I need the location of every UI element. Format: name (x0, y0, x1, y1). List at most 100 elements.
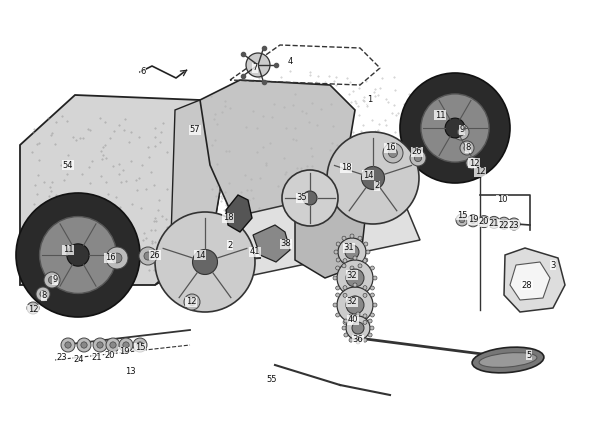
Circle shape (123, 342, 129, 348)
Circle shape (358, 236, 362, 240)
Text: 24: 24 (74, 355, 84, 365)
Circle shape (371, 293, 374, 297)
Text: 12: 12 (28, 306, 38, 314)
Text: 3: 3 (551, 261, 556, 269)
Text: 13: 13 (125, 368, 136, 377)
Circle shape (343, 320, 347, 324)
Circle shape (368, 333, 372, 337)
Circle shape (470, 218, 476, 223)
Polygon shape (253, 225, 290, 262)
Ellipse shape (472, 347, 544, 373)
Circle shape (464, 145, 470, 151)
Circle shape (343, 293, 347, 297)
Text: 26: 26 (411, 148, 422, 156)
Text: 21: 21 (489, 220, 499, 229)
Circle shape (139, 247, 157, 265)
Text: 41: 41 (250, 248, 260, 256)
Circle shape (346, 269, 364, 287)
Text: 12: 12 (186, 297, 197, 307)
Circle shape (97, 342, 103, 348)
Text: 11: 11 (63, 246, 73, 255)
Circle shape (30, 305, 36, 311)
Circle shape (460, 141, 474, 155)
Circle shape (40, 216, 117, 294)
Circle shape (342, 264, 346, 268)
Text: 15: 15 (457, 210, 467, 220)
Circle shape (61, 338, 75, 352)
Circle shape (491, 220, 497, 225)
Circle shape (184, 294, 200, 310)
Circle shape (410, 150, 426, 166)
Circle shape (350, 234, 354, 238)
Circle shape (366, 250, 370, 254)
Circle shape (337, 260, 373, 296)
Circle shape (67, 244, 89, 266)
Circle shape (511, 221, 517, 227)
Circle shape (112, 253, 122, 263)
Circle shape (353, 323, 357, 327)
Text: 9: 9 (459, 126, 465, 135)
Text: 14: 14 (195, 251, 205, 259)
Text: 18: 18 (223, 213, 233, 223)
Text: 40: 40 (348, 316, 358, 324)
Circle shape (370, 326, 374, 330)
Circle shape (342, 236, 346, 240)
Circle shape (334, 250, 338, 254)
Circle shape (303, 191, 317, 205)
Circle shape (133, 338, 147, 352)
Circle shape (336, 293, 340, 297)
Circle shape (373, 276, 377, 280)
Text: 1: 1 (368, 96, 372, 104)
Text: 35: 35 (297, 194, 307, 203)
Text: 14: 14 (363, 171, 373, 180)
Text: 32: 32 (347, 271, 358, 279)
Circle shape (371, 266, 374, 270)
Circle shape (349, 338, 353, 342)
Text: 4: 4 (287, 58, 292, 67)
Text: 16: 16 (105, 253, 115, 262)
Circle shape (466, 157, 478, 169)
Circle shape (336, 266, 340, 270)
Text: 22: 22 (498, 220, 509, 229)
Text: 6: 6 (140, 68, 146, 77)
Polygon shape (200, 80, 355, 220)
Circle shape (373, 303, 377, 307)
Circle shape (345, 245, 359, 259)
Circle shape (371, 313, 374, 317)
Circle shape (333, 276, 337, 280)
Circle shape (110, 342, 116, 348)
Circle shape (336, 258, 340, 262)
Circle shape (342, 326, 346, 330)
Text: 9: 9 (52, 275, 57, 284)
Text: 15: 15 (135, 343, 145, 352)
Text: 21: 21 (92, 353, 102, 362)
Text: 16: 16 (385, 143, 395, 152)
Circle shape (414, 155, 422, 162)
Circle shape (349, 314, 353, 318)
Circle shape (469, 160, 475, 166)
Circle shape (453, 124, 469, 140)
Circle shape (368, 319, 372, 323)
Text: 28: 28 (522, 281, 532, 290)
Text: 2: 2 (374, 181, 379, 191)
Circle shape (346, 316, 370, 340)
Circle shape (508, 218, 520, 230)
Text: 19: 19 (119, 348, 129, 356)
Circle shape (363, 293, 367, 297)
Text: 18: 18 (340, 164, 351, 172)
Text: 55: 55 (267, 375, 277, 385)
Circle shape (363, 259, 367, 263)
Text: 12: 12 (475, 168, 485, 177)
Circle shape (353, 256, 357, 260)
Circle shape (456, 214, 468, 226)
Text: 11: 11 (435, 110, 445, 120)
Circle shape (478, 216, 490, 228)
Circle shape (16, 193, 140, 317)
Circle shape (363, 320, 367, 324)
Text: 10: 10 (497, 196, 507, 204)
Circle shape (337, 287, 373, 323)
Text: 23: 23 (57, 353, 67, 362)
Text: 23: 23 (509, 220, 519, 229)
Circle shape (49, 276, 56, 284)
Circle shape (400, 73, 510, 183)
